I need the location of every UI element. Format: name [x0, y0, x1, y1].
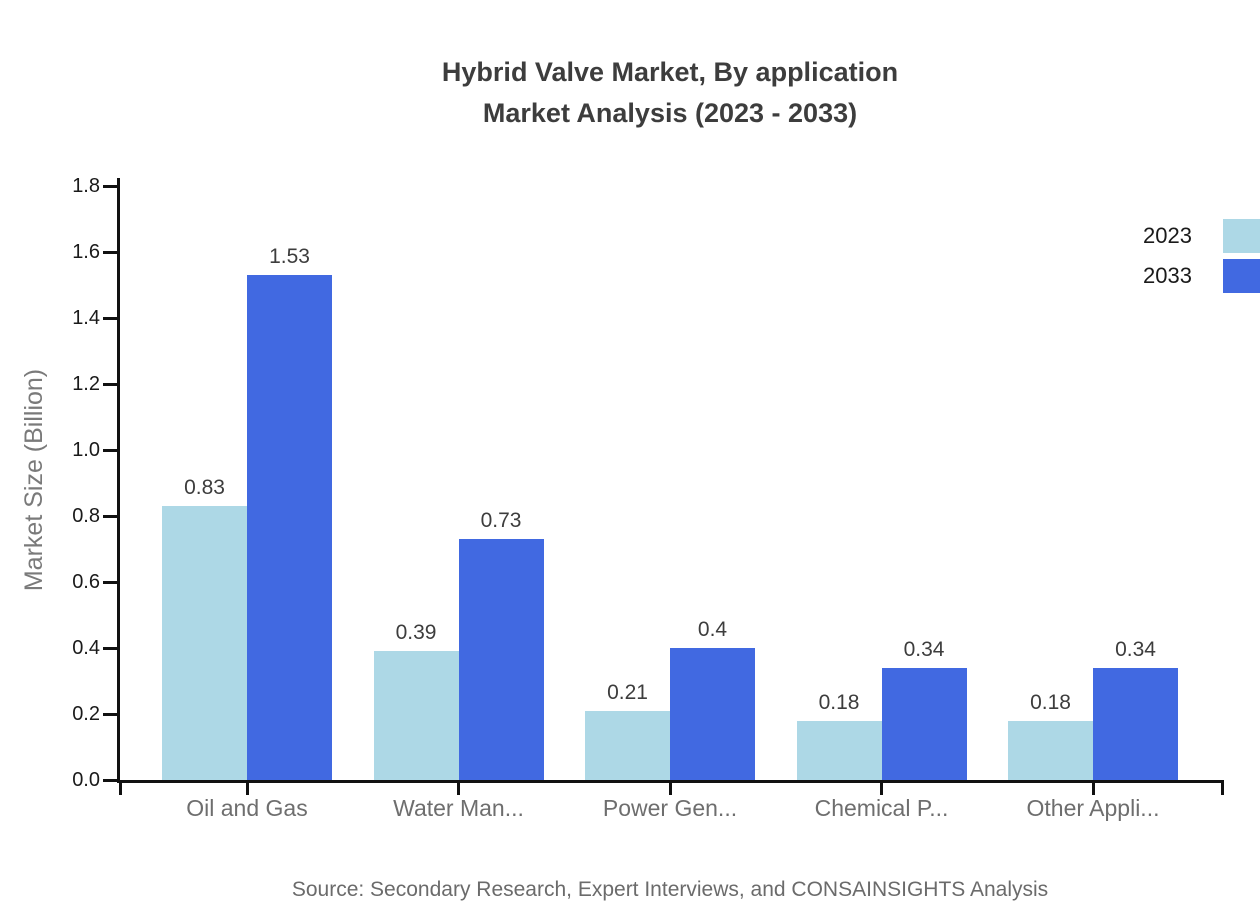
y-tick-label: 1.4 — [72, 307, 100, 329]
y-axis-tick — [103, 515, 117, 518]
legend-label-2033: 2033 — [1143, 263, 1192, 288]
category-label-0: Oil and Gas — [186, 795, 308, 821]
x-axis-tick — [1220, 780, 1224, 795]
y-tick-label: 1.2 — [72, 373, 100, 395]
category-label-3: Chemical P... — [814, 795, 949, 821]
value-label-2033-0: 1.53 — [269, 245, 310, 268]
bar-2023-3 — [796, 721, 882, 780]
y-tick-label: 1.8 — [72, 175, 100, 197]
value-label-2033-4: 0.34 — [1115, 638, 1156, 661]
value-label-2033-1: 0.73 — [480, 509, 522, 532]
bar-2033-2 — [670, 648, 755, 780]
y-tick-label: 0.0 — [72, 769, 100, 791]
y-axis-tick — [103, 647, 117, 650]
x-axis-tick — [668, 780, 672, 795]
bar-2033-3 — [881, 668, 967, 780]
category-label-2: Power Gen... — [602, 795, 738, 821]
y-axis-tick — [103, 449, 117, 452]
y-axis-title: Market Size (Billion) — [20, 368, 48, 592]
y-tick-label: 1.0 — [72, 439, 100, 461]
bar-2033-4 — [1093, 668, 1178, 780]
x-axis-tick — [1091, 780, 1095, 795]
x-axis-tick — [457, 780, 460, 795]
x-axis-tick — [880, 780, 883, 795]
x-axis-tick — [245, 780, 249, 795]
legend-item-2033: 2033 — [1030, 259, 1260, 293]
category-label-4: Other Appli... — [1026, 795, 1160, 821]
value-label-2033-2: 0.4 — [697, 618, 728, 641]
y-axis-tick — [103, 779, 117, 782]
chart-title: Hybrid Valve Market, By application Mark… — [80, 52, 1260, 134]
legend-swatch-2023 — [1223, 219, 1260, 253]
y-tick-label: 0.6 — [72, 571, 100, 593]
value-label-2023-4: 0.18 — [1030, 691, 1071, 714]
y-tick-label: 1.6 — [72, 241, 100, 263]
category-label-1: Water Man... — [393, 795, 524, 821]
y-tick-label: 0.8 — [72, 505, 100, 527]
y-axis-tick — [103, 185, 117, 188]
value-label-2023-3: 0.18 — [818, 691, 860, 714]
bar-2023-2 — [585, 711, 670, 780]
y-axis-tick — [103, 251, 117, 254]
bar-2023-4 — [1008, 721, 1093, 780]
x-axis-tick — [118, 780, 122, 795]
y-tick-label: 0.2 — [72, 703, 100, 725]
legend-label-2023: 2023 — [1143, 223, 1192, 248]
y-axis-tick — [103, 383, 117, 386]
y-axis-tick — [103, 713, 117, 716]
legend-item-2023: 2023 — [1030, 219, 1260, 253]
source-note: Source: Secondary Research, Expert Inter… — [291, 878, 1049, 901]
value-label-2033-3: 0.34 — [903, 638, 945, 661]
bar-2023-1 — [373, 651, 459, 780]
value-label-2023-2: 0.21 — [607, 681, 648, 704]
y-axis-tick — [103, 581, 117, 584]
legend: 2023 2033 — [1030, 219, 1260, 299]
legend-swatch-2033 — [1223, 259, 1260, 293]
value-label-2023-0: 0.83 — [184, 476, 225, 499]
bar-2033-0 — [247, 275, 332, 780]
y-axis-tick — [103, 317, 117, 320]
value-label-2023-1: 0.39 — [395, 621, 437, 644]
bar-2033-1 — [458, 539, 544, 780]
y-axis-line — [117, 178, 120, 783]
bar-2023-0 — [162, 506, 247, 780]
chart-title-line1: Hybrid Valve Market, By application — [441, 57, 899, 87]
y-tick-label: 0.4 — [72, 637, 100, 659]
chart-title-line2: Market Analysis (2023 - 2033) — [482, 98, 858, 128]
